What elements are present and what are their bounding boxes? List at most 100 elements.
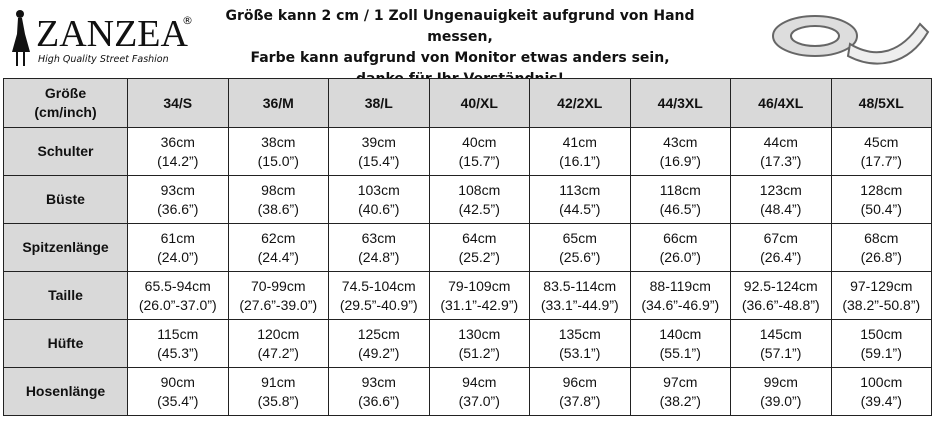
cm-value: 150cm	[860, 325, 903, 342]
row-label: Schulter	[3, 127, 128, 176]
inch-value: (45.3”)	[157, 344, 199, 361]
inch-value: (36.6”)	[157, 200, 199, 217]
corner-text: (cm/inch)	[34, 104, 97, 120]
inch-value: (37.0”)	[458, 392, 500, 409]
measure-row: Spitzenlänge 61cm (24.0”) 62cm (24.4”) 63cm (2…	[3, 223, 932, 272]
size-header: 34/S	[127, 78, 229, 128]
inch-value: (16.1”)	[559, 152, 601, 169]
cm-value: 130cm	[458, 325, 501, 342]
cm-value: 38cm	[261, 133, 296, 150]
inch-value: (24.8”)	[358, 248, 400, 265]
cm-value: 43cm	[663, 133, 698, 150]
measure-cell: 94cm (37.0”)	[428, 367, 530, 416]
measure-cell: 97-129cm (38.2”-50.8”)	[830, 271, 932, 320]
cm-value: 93cm	[361, 373, 396, 390]
cm-value: 70-99cm	[251, 277, 306, 294]
measure-row: Hosenlänge 90cm (35.4”) 91cm (35.8”) 93cm (36.…	[3, 367, 932, 416]
measure-cell: 43cm (16.9”)	[629, 127, 731, 176]
measure-cell: 65.5-94cm (26.0”-37.0”)	[127, 271, 229, 320]
header-row: Größe (cm/inch) 34/S 36/M 38/L 40/XL 42/2XL 44/…	[3, 78, 932, 128]
inch-value: (15.7”)	[458, 152, 500, 169]
inch-value: (24.4”)	[257, 248, 299, 265]
measure-cell: 130cm (51.2”)	[428, 319, 530, 368]
measure-cell: 118cm (46.5”)	[629, 175, 731, 224]
size-header: 46/4XL	[730, 78, 832, 128]
size-header: 36/M	[227, 78, 329, 128]
cm-value: 99cm	[763, 373, 798, 390]
measure-row: Schulter 36cm (14.2”) 38cm (15.0”) 39cm (15.4”…	[3, 127, 932, 176]
measure-cell: 61cm (24.0”)	[127, 223, 229, 272]
measure-cell: 70-99cm (27.6”-39.0”)	[227, 271, 329, 320]
measure-cell: 97cm (38.2”)	[629, 367, 731, 416]
size-header: 48/5XL	[830, 78, 932, 128]
measure-cell: 68cm (26.8”)	[830, 223, 932, 272]
cm-value: 83.5-114cm	[543, 277, 617, 294]
inch-value: (38.6”)	[257, 200, 299, 217]
cm-value: 45cm	[864, 133, 899, 150]
inch-value: (37.8”)	[559, 392, 601, 409]
inch-value: (26.0”-37.0”)	[138, 296, 217, 313]
inch-value: (50.4”)	[860, 200, 902, 217]
inch-value: (27.6”-39.0”)	[239, 296, 318, 313]
measure-cell: 92.5-124cm (36.6”-48.8”)	[730, 271, 832, 320]
inch-value: (53.1”)	[559, 344, 601, 361]
inch-value: (31.1”-42.9”)	[440, 296, 519, 313]
measure-row: Büste 93cm (36.6”) 98cm (38.6”) 103cm (40.6”) 1…	[3, 175, 932, 224]
cm-value: 88-119cm	[649, 277, 711, 294]
cm-value: 108cm	[458, 181, 501, 198]
cm-value: 63cm	[361, 229, 396, 246]
measure-cell: 128cm (50.4”)	[830, 175, 932, 224]
inch-value: (24.0”)	[157, 248, 199, 265]
cm-value: 98cm	[261, 181, 296, 198]
cm-value: 65cm	[562, 229, 597, 246]
inch-value: (17.3”)	[760, 152, 802, 169]
cm-value: 66cm	[663, 229, 698, 246]
cm-value: 97cm	[663, 373, 698, 390]
inch-value: (47.2”)	[257, 344, 299, 361]
inch-value: (26.4”)	[760, 248, 802, 265]
measure-cell: 150cm (59.1”)	[830, 319, 932, 368]
notice-line: Größe kann 2 cm / 1 Zoll Ungenauigkeit a…	[225, 8, 695, 45]
measure-cell: 100cm (39.4”)	[830, 367, 932, 416]
inch-value: (42.5”)	[458, 200, 500, 217]
inch-value: (35.4”)	[157, 392, 199, 409]
cm-value: 64cm	[462, 229, 497, 246]
measure-cell: 63cm (24.8”)	[328, 223, 430, 272]
inch-value: (36.6”)	[358, 392, 400, 409]
inch-value: (26.8”)	[860, 248, 902, 265]
measure-cell: 123cm (48.4”)	[730, 175, 832, 224]
measure-cell: 38cm (15.0”)	[227, 127, 329, 176]
measure-cell: 120cm (47.2”)	[227, 319, 329, 368]
cm-value: 62cm	[261, 229, 296, 246]
measure-cell: 39cm (15.4”)	[328, 127, 430, 176]
cm-value: 123cm	[759, 181, 802, 198]
inch-value: (46.5”)	[659, 200, 701, 217]
measure-row: Taille 65.5-94cm (26.0”-37.0”) 70-99cm (27.6…	[3, 271, 932, 320]
size-header: 44/3XL	[629, 78, 731, 128]
cm-value: 128cm	[860, 181, 903, 198]
measure-row: Hüfte 115cm (45.3”) 120cm (47.2”) 125cm (49.2”…	[3, 319, 932, 368]
logo-mark: ®	[182, 14, 193, 27]
measure-cell: 44cm (17.3”)	[730, 127, 832, 176]
measure-cell: 96cm (37.8”)	[529, 367, 631, 416]
cm-value: 113cm	[559, 181, 601, 198]
tagline: High Quality Street Fashion	[38, 54, 169, 65]
measure-cell: 98cm (38.6”)	[227, 175, 329, 224]
measure-cell: 67cm (26.4”)	[730, 223, 832, 272]
cm-value: 41cm	[562, 133, 597, 150]
cm-value: 93cm	[160, 181, 195, 198]
inch-value: (38.2”)	[659, 392, 701, 409]
cm-value: 94cm	[462, 373, 497, 390]
inch-value: (40.6”)	[358, 200, 400, 217]
measure-cell: 145cm (57.1”)	[730, 319, 832, 368]
cm-value: 79-109cm	[448, 277, 511, 294]
measure-cell: 45cm (17.7”)	[830, 127, 932, 176]
logo-figure	[12, 10, 30, 66]
measure-cell: 74.5-104cm (29.5”-40.9”)	[328, 271, 430, 320]
measure-cell: 108cm (42.5”)	[428, 175, 530, 224]
inch-value: (25.6”)	[559, 248, 601, 265]
inch-value: (36.6”-48.8”)	[741, 296, 820, 313]
inch-value: (48.4”)	[760, 200, 802, 217]
logo-text: ZANZEA	[36, 13, 189, 55]
